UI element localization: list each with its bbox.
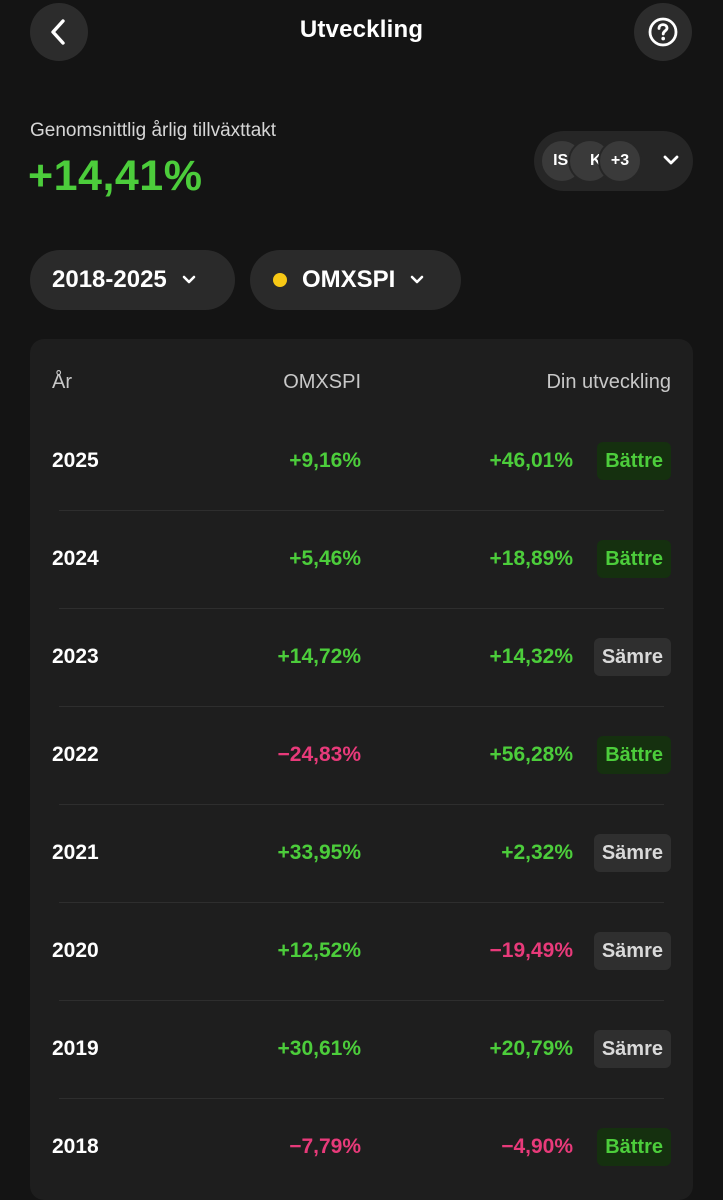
row-index-return: +9,16% [289, 449, 361, 472]
growth-rate-value: +14,41% [28, 152, 203, 200]
comparison-badge: Bättre [597, 1128, 671, 1166]
row-own-return: −19,49% [489, 939, 574, 962]
row-own-return: −4,90% [501, 1135, 573, 1158]
row-own-return: +14,32% [489, 645, 574, 668]
table-row: 2020 +12,52% −19,49% Sämre [30, 903, 693, 1001]
table-row: 2019 +30,61% +20,79% Sämre [30, 1001, 693, 1099]
comparison-badge: Sämre [593, 1030, 671, 1068]
index-filter-label: OMXSPI [302, 266, 396, 293]
holdings-selector[interactable]: ISF KI +3 [534, 131, 693, 191]
table-row: 2022 −24,83% +56,28% Bättre [30, 707, 693, 805]
column-header-year: År [52, 371, 72, 393]
table-header: År OMXSPI Din utveckling [30, 371, 693, 401]
row-own-return: +56,28% [489, 743, 574, 766]
row-index-return: −24,83% [277, 743, 362, 766]
chevron-down-icon [663, 155, 679, 165]
row-own-return: +46,01% [489, 449, 574, 472]
row-year: 2023 [52, 645, 99, 668]
chevron-down-icon [181, 274, 197, 286]
row-index-return: −7,79% [289, 1135, 361, 1158]
row-year: 2020 [52, 939, 99, 962]
row-own-return: +18,89% [489, 547, 574, 570]
chevron-left-icon [51, 19, 65, 45]
comparison-badge: Bättre [597, 540, 671, 578]
back-button[interactable] [30, 3, 88, 61]
row-index-return: +33,95% [277, 841, 362, 864]
row-year: 2024 [52, 547, 99, 570]
growth-rate-label: Genomsnittlig årlig tillväxttakt [30, 120, 277, 141]
period-filter-button[interactable]: 2018-2025 [30, 250, 235, 310]
row-year: 2019 [52, 1037, 99, 1060]
period-filter-label: 2018-2025 [52, 266, 167, 293]
row-year: 2022 [52, 743, 99, 766]
page-title: Utveckling [299, 16, 424, 43]
index-filter-button[interactable]: OMXSPI [250, 250, 461, 310]
row-index-return: +12,52% [277, 939, 362, 962]
comparison-table: År OMXSPI Din utveckling 2025 +9,16% +46,0… [30, 339, 693, 1200]
table-row: 2018 −7,79% −4,90% Bättre [30, 1099, 693, 1197]
table-row: 2024 +5,46% +18,89% Bättre [30, 511, 693, 609]
column-header-own: Din utveckling [546, 371, 671, 393]
table-row: 2023 +14,72% +14,32% Sämre [30, 609, 693, 707]
row-year: 2025 [52, 449, 99, 472]
row-index-return: +5,46% [289, 547, 361, 570]
row-year: 2021 [52, 841, 99, 864]
row-index-return: +30,61% [277, 1037, 362, 1060]
help-button[interactable] [634, 3, 692, 61]
question-circle-icon [648, 17, 678, 47]
column-header-index: OMXSPI [283, 371, 361, 393]
row-own-return: +20,79% [489, 1037, 574, 1060]
comparison-badge: Sämre [593, 638, 671, 676]
comparison-badge: Sämre [593, 932, 671, 970]
comparison-badge: Bättre [597, 736, 671, 774]
table-body: 2025 +9,16% +46,01% Bättre 2024 +5,46% +18,89%… [30, 413, 693, 1197]
row-index-return: +14,72% [277, 645, 362, 668]
comparison-badge: Sämre [593, 834, 671, 872]
row-own-return: +2,32% [501, 841, 573, 864]
table-row: 2021 +33,95% +2,32% Sämre [30, 805, 693, 903]
header: Utveckling [0, 0, 723, 64]
index-color-dot [273, 273, 287, 287]
holding-more-chip: +3 [598, 139, 642, 183]
chevron-down-icon [409, 274, 425, 286]
row-year: 2018 [52, 1135, 99, 1158]
table-row: 2025 +9,16% +46,01% Bättre [30, 413, 693, 511]
comparison-badge: Bättre [597, 442, 671, 480]
